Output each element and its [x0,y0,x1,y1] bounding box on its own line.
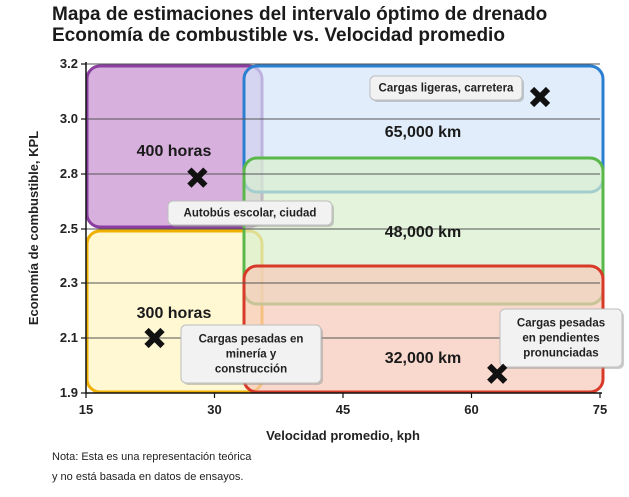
x-tick-label-60: 60 [464,402,478,417]
chart-title-line1: Mapa de estimaciones del intervalo óptim… [52,4,548,25]
x-tick-label-45: 45 [336,402,350,417]
x-tick-label-30: 30 [207,402,221,417]
region-label-1: 400 horas [137,143,212,160]
y-axis-label: Economía de combustible, KPL [26,131,41,325]
chart-title: Mapa de estimaciones del intervalo óptim… [52,4,547,46]
point-label-box-3 [180,324,322,384]
point-marker-stroke-b [487,363,508,384]
point-label-1: Cargas ligeras, carretera [379,83,514,95]
y-tick-label-2.5: 2.5 [60,221,78,236]
point-label-box-4 [499,308,623,368]
y-tick-label-2.3: 2.3 [60,275,78,290]
chart-title-line2: Economía de combustible vs. Velocidad pr… [52,25,505,46]
note-line2: y no está basada en datos de ensayos. [52,471,244,483]
point-label-box-1 [369,75,523,101]
note-line1: Nota: Esta es una representación teórica [52,451,252,463]
region-label-3: 65,000 km [385,124,462,141]
region-label-2: 300 horas [137,305,212,322]
point-marker-2 [187,167,208,188]
y-tick-label-3.0: 3.0 [60,111,78,126]
point-label-2: Autobús escolar, ciudad [184,208,317,220]
point-marker-stroke-b [187,167,208,188]
point-marker-3 [144,327,165,349]
point-layer: Cargas ligeras, carretera Autobús escolar… [144,75,624,385]
region-label-5: 32,000 km [385,350,462,367]
point-label-4: Cargas pesadas en pendientes pronunciadas [517,318,605,360]
point-marker-4 [487,363,508,384]
point-label-box-2 [167,200,333,226]
gridline-layer [86,63,600,339]
x-tick-label-15: 15 [79,402,93,417]
x-axis-label: Velocidad promedio, kph [266,428,420,443]
x-tick-label-75: 75 [593,402,607,417]
y-tick-label-2.1: 2.1 [60,330,78,345]
region-label-layer: 400 horas 300 horas 65,000 km 48,000 km 32,0… [137,124,462,367]
axes-layer: 1.9 2.1 2.3 2.5 2.8 3.0 3.2 15 30 45 60 75 Velocidad… [26,56,607,443]
point-marker-stroke-b [144,327,165,349]
point-label-3: Cargas pesadas en minería y construcción [199,334,304,376]
y-tick-label-3.2: 3.2 [60,56,78,71]
region-label-4: 48,000 km [385,224,462,241]
y-tick-label-1.9: 1.9 [60,385,78,400]
point-marker-1 [529,86,551,108]
y-tick-label-2.8: 2.8 [60,166,78,181]
point-marker-stroke-b [529,86,551,108]
